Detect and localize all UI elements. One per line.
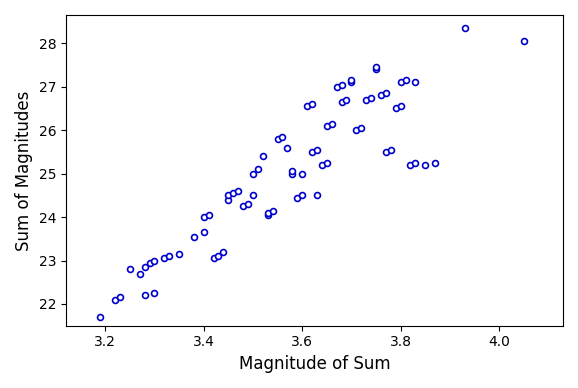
Point: [145, 260, 154, 266]
Point: [135, 270, 144, 277]
Point: [268, 208, 277, 214]
Point: [160, 255, 169, 262]
Point: [307, 149, 317, 155]
Point: [150, 257, 159, 263]
Point: [298, 192, 307, 198]
Point: [302, 103, 312, 109]
Point: [229, 190, 238, 196]
Point: [273, 136, 282, 142]
Point: [347, 77, 356, 83]
Point: [519, 38, 528, 44]
Point: [351, 127, 361, 133]
Point: [317, 162, 327, 168]
Point: [431, 159, 440, 166]
Point: [371, 66, 380, 73]
Point: [411, 79, 420, 85]
Point: [165, 253, 174, 259]
Point: [411, 159, 420, 166]
Point: [337, 81, 346, 88]
Point: [401, 77, 410, 83]
Point: [332, 83, 341, 90]
X-axis label: Magnitude of Sum: Magnitude of Sum: [239, 355, 390, 373]
Point: [357, 125, 366, 131]
Point: [96, 314, 105, 320]
Point: [204, 212, 213, 218]
Point: [234, 188, 243, 194]
Point: [140, 264, 149, 270]
Point: [175, 251, 184, 257]
Point: [366, 94, 376, 100]
Point: [322, 159, 331, 166]
Point: [263, 210, 272, 216]
Point: [386, 147, 395, 153]
Point: [140, 292, 149, 298]
Point: [381, 90, 391, 96]
Point: [263, 212, 272, 218]
Point: [224, 192, 233, 198]
Point: [298, 170, 307, 177]
Point: [337, 99, 346, 105]
Point: [342, 97, 351, 103]
Point: [209, 255, 218, 262]
Point: [283, 144, 292, 151]
Point: [322, 123, 331, 129]
Point: [219, 249, 228, 255]
Point: [224, 197, 233, 203]
Point: [307, 101, 317, 107]
Point: [189, 234, 198, 240]
Point: [376, 92, 386, 99]
Point: [199, 229, 208, 236]
Point: [125, 266, 135, 272]
Point: [292, 194, 302, 201]
Point: [312, 147, 321, 153]
Point: [258, 153, 268, 159]
Point: [460, 25, 469, 31]
Point: [361, 97, 370, 103]
Point: [391, 105, 401, 111]
Point: [396, 79, 405, 85]
Point: [347, 79, 356, 85]
Point: [243, 201, 253, 207]
Y-axis label: Sum of Magnitudes: Sum of Magnitudes: [15, 90, 33, 251]
Point: [249, 170, 258, 177]
Point: [199, 214, 208, 220]
Point: [116, 294, 125, 301]
Point: [421, 162, 430, 168]
Point: [381, 149, 391, 155]
Point: [327, 121, 336, 127]
Point: [249, 192, 258, 198]
Point: [371, 64, 380, 70]
Point: [110, 296, 120, 303]
Point: [278, 133, 287, 140]
Point: [150, 290, 159, 296]
Point: [239, 203, 248, 209]
Point: [288, 170, 297, 177]
Point: [406, 162, 415, 168]
Point: [214, 253, 223, 259]
Point: [253, 166, 262, 172]
Point: [396, 103, 405, 109]
Point: [288, 168, 297, 175]
Point: [312, 192, 321, 198]
